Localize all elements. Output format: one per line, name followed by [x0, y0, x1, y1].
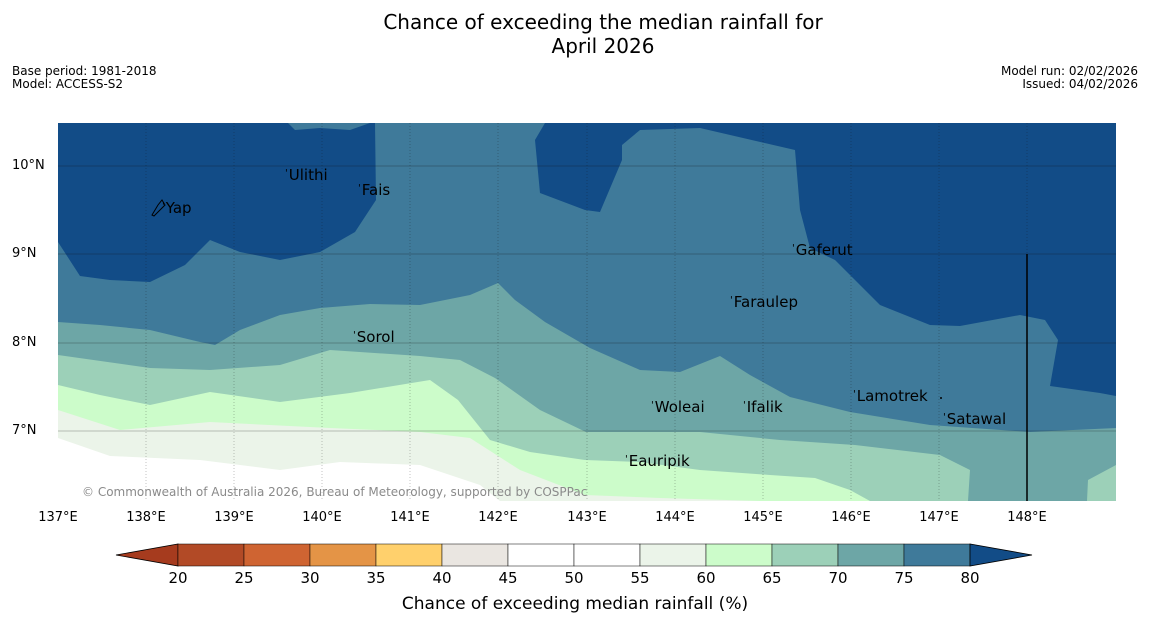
- place-woleai: Woleai: [651, 399, 705, 418]
- colorbar-bin-65-70: [771, 543, 839, 567]
- base-period: Base period: 1981-2018: [12, 64, 157, 78]
- lon-label-144e: 144°E: [655, 510, 695, 525]
- colorbar-tick-75: 75: [894, 569, 914, 587]
- colorbar-tick-70: 70: [828, 569, 848, 587]
- place-eauripik: Eauripik: [625, 453, 690, 472]
- lat-label-7n: 7°N: [12, 423, 37, 438]
- lon-label-138e: 138°E: [126, 510, 166, 525]
- lon-label-139e: 139°E: [214, 510, 254, 525]
- colorbar-tick-55: 55: [630, 569, 650, 587]
- place-satawal: Satawal: [943, 411, 1006, 430]
- place-ulithi: Ulithi: [285, 167, 328, 186]
- colorbar-tick-65: 65: [762, 569, 782, 587]
- colorbar-tick-45: 45: [498, 569, 518, 587]
- zone-75-island: [288, 123, 370, 130]
- islet-dot: [940, 397, 942, 399]
- lon-label-146e: 146°E: [831, 510, 871, 525]
- colorbar-bin-30-35: [309, 543, 377, 567]
- lon-label-142e: 142°E: [478, 510, 518, 525]
- colorbar-bin-40-45: [441, 543, 509, 567]
- place-gaferut: Gaferut: [792, 242, 853, 261]
- colorbar-bin-70-75: [837, 543, 905, 567]
- place-sorol: Sorol: [353, 329, 395, 348]
- place-ifalik: Ifalik: [743, 399, 783, 418]
- colorbar-bin-50-55: [573, 543, 641, 567]
- colorbar-tick-50: 50: [564, 569, 584, 587]
- place-yap: Yap: [162, 200, 192, 219]
- info-left: Base period: 1981-2018 Model: ACCESS-S2: [12, 65, 157, 91]
- colorbar-tick-30: 30: [300, 569, 320, 587]
- lon-label-137e: 137°E: [38, 510, 78, 525]
- colorbar-tick-35: 35: [366, 569, 386, 587]
- place-fais: Fais: [358, 182, 390, 201]
- colorbar-bin-20-25: [177, 543, 245, 567]
- colorbar-bin-60-65: [705, 543, 773, 567]
- colorbar-tick-25: 25: [234, 569, 254, 587]
- chart-title: Chance of exceeding the median rainfall …: [0, 10, 1150, 58]
- model-name: Model: ACCESS-S2: [12, 77, 124, 91]
- place-lamotrek: Lamotrek: [853, 388, 928, 407]
- lat-label-8n: 8°N: [12, 335, 37, 350]
- lon-label-147e: 147°E: [919, 510, 959, 525]
- colorbar-tick-40: 40: [432, 569, 452, 587]
- title-line-2: April 2026: [551, 34, 655, 58]
- lat-label-10n: 10°N: [12, 158, 45, 173]
- title-line-1: Chance of exceeding the median rainfall …: [383, 10, 823, 34]
- colorbar-tick-20: 20: [168, 569, 188, 587]
- colorbar-bin-35-40: [375, 543, 443, 567]
- copyright-notice: © Commonwealth of Australia 2026, Bureau…: [82, 485, 588, 499]
- colorbar-bin-75-80: [903, 543, 971, 567]
- model-run: Model run: 02/02/2026: [1000, 64, 1138, 78]
- colorbar-bin-25-30: [243, 543, 311, 567]
- lon-label-145e: 145°E: [743, 510, 783, 525]
- graticule: [58, 123, 1116, 501]
- colorbar-bin-55-60: [639, 543, 707, 567]
- issued-date: Issued: 04/02/2026: [1022, 77, 1138, 91]
- colorbar-under-arrow: [115, 543, 179, 567]
- info-right: Model run: 02/02/2026 Issued: 04/02/2026: [1001, 65, 1138, 91]
- lat-label-9n: 9°N: [12, 246, 37, 261]
- colorbar-tick-80: 80: [960, 569, 980, 587]
- colorbar-over-arrow: [969, 543, 1033, 567]
- zone-80-east: [535, 123, 1116, 396]
- lon-label-141e: 141°E: [390, 510, 430, 525]
- lon-label-140e: 140°E: [302, 510, 342, 525]
- place-faraulep: Faraulep: [730, 294, 798, 313]
- colorbar-label: Chance of exceeding median rainfall (%): [401, 594, 749, 614]
- zone-80-west: [58, 123, 376, 282]
- colorbar-tick-60: 60: [696, 569, 716, 587]
- colorbar-bin-45-50: [507, 543, 575, 567]
- lon-label-143e: 143°E: [567, 510, 607, 525]
- lon-label-148e: 148°E: [1007, 510, 1047, 525]
